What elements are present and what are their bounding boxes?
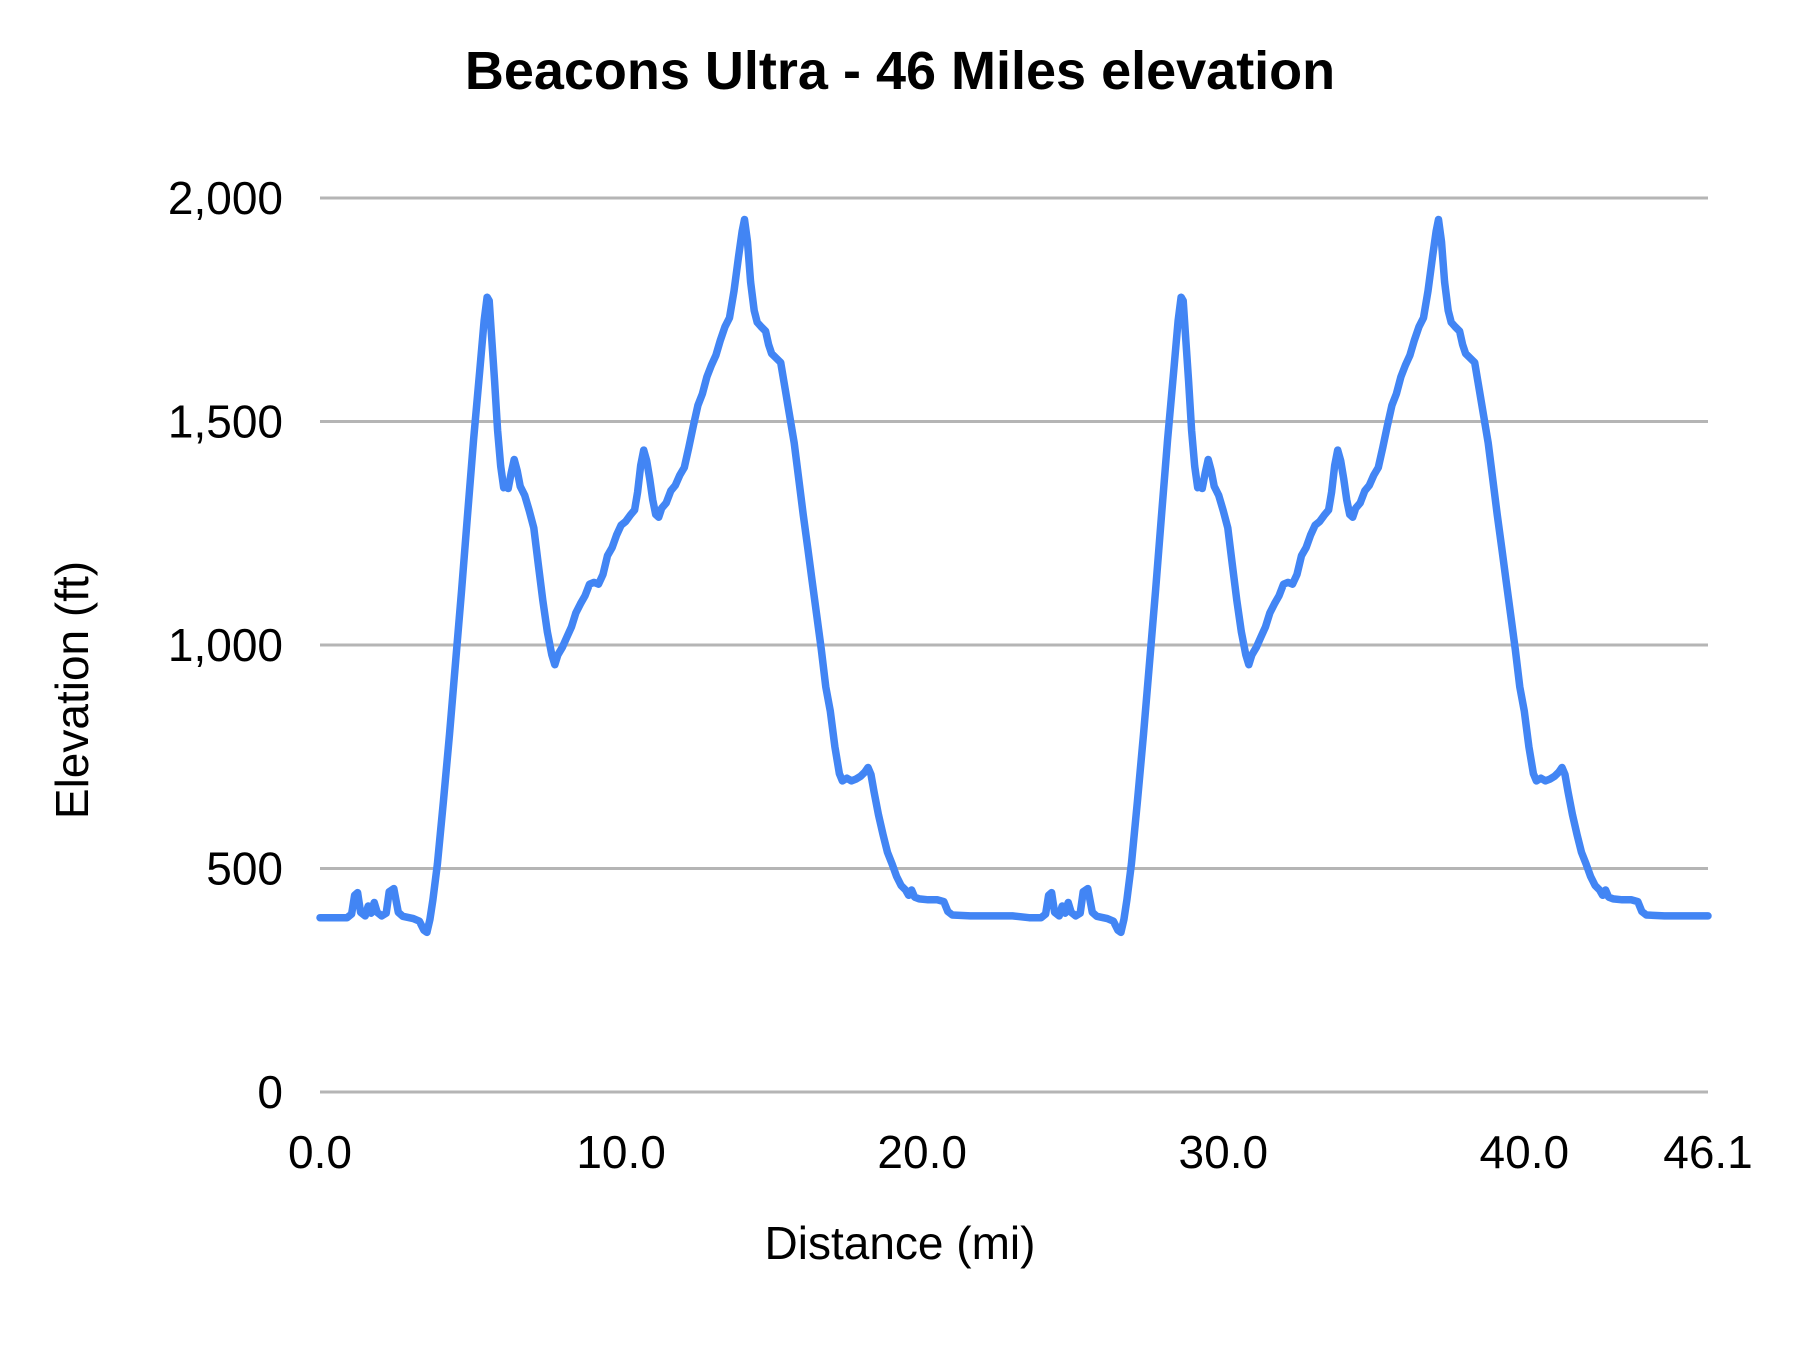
x-tick-label: 40.0 (1480, 1126, 1570, 1178)
chart-title: Beacons Ultra - 46 Miles elevation (464, 41, 1336, 101)
elevation-series-line (316, 215, 1712, 937)
x-axis-title: Distance (mi) (764, 1217, 1036, 1269)
y-tick-label: 2,000 (168, 172, 283, 224)
x-tick-label: 10.0 (576, 1126, 666, 1178)
y-tick-label: 500 (206, 843, 283, 895)
y-tick-label: 0 (257, 1066, 283, 1118)
y-tick-label: 1,000 (168, 619, 283, 671)
x-tick-label: 20.0 (877, 1126, 967, 1178)
x-tick-label: 30.0 (1179, 1126, 1269, 1178)
x-tick-label: 46.1 (1663, 1126, 1753, 1178)
x-tick-label: 0.0 (288, 1126, 352, 1178)
y-tick-label: 1,500 (168, 396, 283, 448)
